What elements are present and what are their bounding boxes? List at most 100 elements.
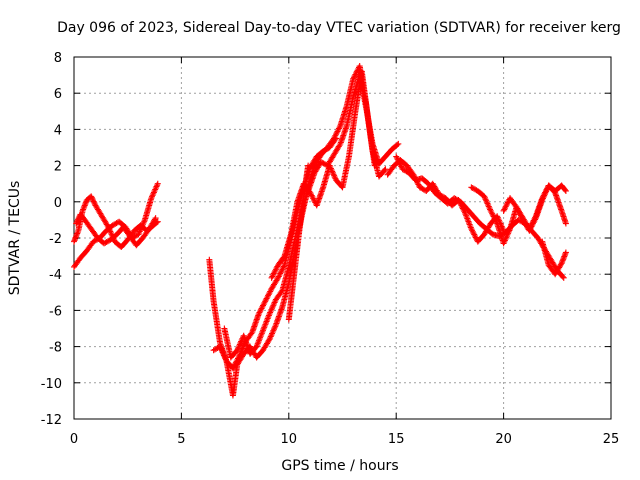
data-point — [265, 337, 272, 344]
data-point — [262, 298, 269, 305]
data-point — [486, 204, 493, 211]
data-point — [516, 209, 523, 216]
data-point — [309, 193, 316, 200]
data-point — [107, 229, 114, 236]
data-point — [218, 346, 225, 353]
data-point — [277, 270, 284, 277]
data-point — [105, 224, 112, 231]
data-point — [256, 309, 263, 316]
data-point — [505, 228, 512, 235]
data-point — [275, 273, 282, 280]
data-point — [490, 213, 497, 220]
data-point — [150, 190, 157, 197]
y-tick-label: 0 — [54, 196, 62, 211]
data-point — [503, 233, 510, 240]
data-point — [562, 187, 569, 194]
data-point — [326, 162, 333, 169]
data-point — [257, 306, 264, 313]
data-point — [402, 167, 409, 174]
data-point — [327, 164, 334, 171]
data-point — [530, 219, 537, 226]
data-point — [258, 305, 265, 312]
data-point — [235, 344, 242, 351]
data-point — [278, 288, 285, 295]
data-point — [350, 75, 357, 82]
data-point — [350, 74, 357, 81]
data-point — [141, 218, 148, 225]
data-point — [220, 350, 227, 357]
data-point — [438, 193, 445, 200]
data-point — [403, 168, 410, 175]
data-point — [539, 195, 546, 202]
data-point — [529, 220, 536, 227]
data-point — [257, 308, 264, 315]
y-tick-label: -2 — [49, 232, 62, 247]
data-point — [110, 221, 117, 228]
data-point — [152, 215, 159, 222]
data-point — [109, 222, 116, 229]
data-point — [469, 185, 476, 192]
data-point — [330, 171, 337, 178]
data-point — [472, 234, 479, 241]
data-point — [489, 210, 496, 217]
data-point — [415, 181, 422, 188]
data-point — [237, 339, 244, 346]
data-point — [501, 206, 508, 213]
data-point — [419, 185, 426, 192]
data-point — [90, 198, 97, 205]
data-point — [268, 332, 275, 339]
data-point — [279, 266, 286, 273]
data-point — [266, 289, 273, 296]
data-point — [112, 220, 119, 227]
data-point — [270, 300, 277, 307]
data-point — [457, 201, 464, 208]
series-sat-1 — [71, 180, 161, 270]
data-point — [493, 219, 500, 226]
data-point — [472, 186, 479, 193]
data-point — [260, 302, 267, 309]
data-point — [504, 200, 511, 207]
data-point — [136, 228, 143, 235]
data-point — [456, 199, 463, 206]
data-point — [333, 129, 340, 136]
data-point — [148, 195, 155, 202]
data-point — [468, 225, 475, 232]
data-point — [211, 346, 218, 353]
data-point — [418, 185, 425, 192]
data-point — [327, 165, 334, 172]
data-point — [217, 345, 224, 352]
x-tick-labels: 0 5 10 15 20 25 — [70, 432, 619, 447]
y-tick-label: 6 — [54, 87, 62, 102]
data-point — [267, 334, 274, 341]
data-point — [543, 186, 550, 193]
data-point — [517, 212, 524, 219]
data-point — [514, 205, 521, 212]
data-point — [140, 219, 147, 226]
data-point — [371, 162, 378, 169]
data-point — [236, 342, 243, 349]
chart-title: Day 096 of 2023, Sidereal Day-to-day VTE… — [57, 20, 621, 36]
data-point — [336, 124, 343, 131]
data-point — [487, 207, 494, 214]
data-point — [331, 174, 338, 181]
data-point — [470, 230, 477, 237]
x-axis-label: GPS time / hours — [281, 458, 398, 474]
data-point — [151, 216, 158, 223]
data-point — [541, 192, 548, 199]
y-tick-label: 4 — [54, 123, 62, 138]
data-point — [413, 178, 420, 185]
data-point — [459, 204, 466, 211]
data-point — [539, 196, 546, 203]
y-tick-labels: -12 -10 -8 -6 -4 -2 0 2 4 6 8 — [41, 51, 62, 428]
data-point — [91, 201, 98, 208]
data-point — [152, 185, 159, 192]
data-point — [471, 232, 478, 239]
data-point — [135, 231, 142, 238]
data-point — [483, 199, 490, 206]
data-point — [517, 211, 524, 218]
data-point — [492, 216, 499, 223]
data-point — [329, 168, 336, 175]
data-point — [393, 153, 400, 160]
data-point — [272, 323, 279, 330]
